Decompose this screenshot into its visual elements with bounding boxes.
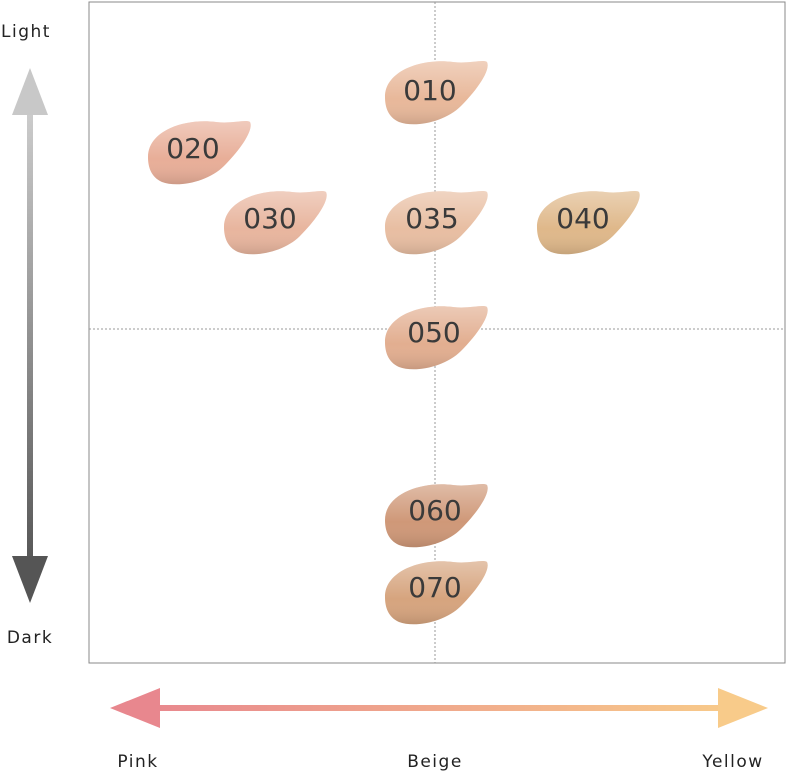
swatch-label: 030: [243, 202, 296, 235]
swatch-label: 040: [556, 202, 609, 235]
axis-label: Light: [1, 22, 51, 42]
frame: [88, 1, 786, 664]
axis-label: Dark: [7, 628, 53, 648]
swatch: 020: [148, 121, 251, 185]
axis-label: Pink: [117, 752, 158, 772]
swatch-label: 035: [405, 202, 458, 235]
swatch: 070: [385, 561, 488, 625]
swatch-label: 010: [403, 74, 456, 107]
swatch: 060: [385, 484, 488, 548]
swatch-label: 060: [408, 494, 461, 527]
horizontal-arrow: [110, 688, 768, 728]
swatch: 040: [537, 191, 640, 255]
axis-label: Beige: [407, 752, 463, 772]
swatch-label: 070: [408, 571, 461, 604]
swatch: 030: [224, 191, 327, 255]
swatch-label: 050: [407, 316, 460, 349]
axis-label: Yellow: [701, 752, 763, 772]
swatch-label: 020: [166, 132, 219, 165]
swatch: 010: [385, 61, 488, 125]
swatch: 035: [385, 191, 488, 255]
swatch: 050: [385, 306, 488, 370]
vertical-arrow: [12, 68, 48, 603]
